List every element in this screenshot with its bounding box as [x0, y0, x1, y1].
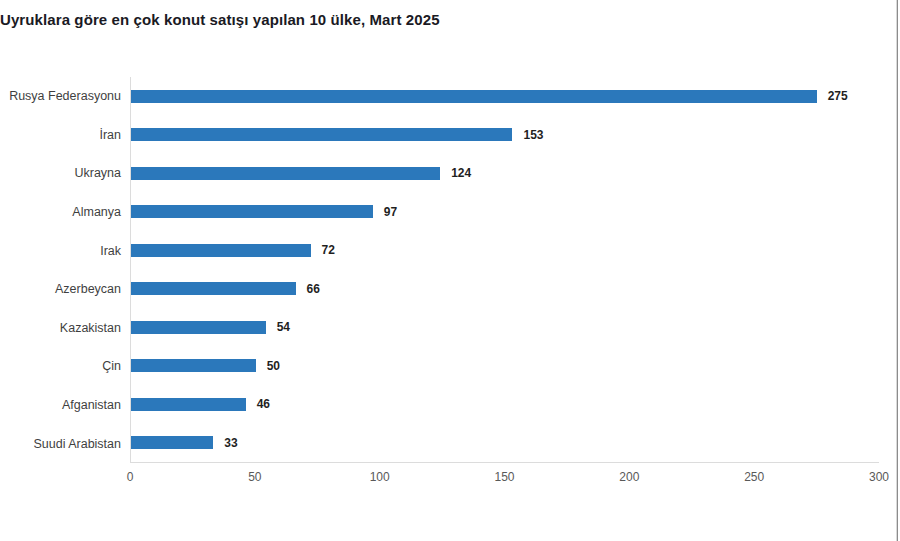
category-label: Azerbeycan: [0, 270, 121, 309]
category-label: Suudi Arabistan: [0, 424, 121, 463]
bar-value-label: 153: [523, 128, 543, 142]
category-label: Almanya: [0, 193, 121, 232]
bar: [131, 282, 296, 295]
bar: [131, 398, 246, 411]
bar: [131, 359, 256, 372]
bar-row: 33: [131, 424, 879, 463]
bar-value-label: 66: [307, 282, 320, 296]
bar: [131, 167, 440, 180]
category-label: Irak: [0, 231, 121, 270]
chart-title: Uyruklara göre en çok konut satışı yapıl…: [0, 11, 440, 28]
category-label: Afganistan: [0, 386, 121, 425]
x-axis-ticks: 050100150200250300: [130, 470, 879, 488]
bar-row: 124: [131, 154, 879, 193]
bar-row: 66: [131, 270, 879, 309]
x-tick-label: 0: [127, 470, 134, 484]
bar-row: 54: [131, 308, 879, 347]
x-tick-label: 200: [619, 470, 639, 484]
category-label: Kazakistan: [0, 309, 121, 348]
bar-row: 275: [131, 77, 879, 116]
bar-row: 46: [131, 385, 879, 424]
window-edge: [897, 0, 898, 541]
bar-value-label: 275: [828, 89, 848, 103]
category-label: İran: [0, 116, 121, 155]
x-tick-label: 250: [744, 470, 764, 484]
x-tick-label: 300: [869, 470, 889, 484]
bar: [131, 244, 311, 257]
bar-value-label: 54: [277, 320, 290, 334]
bar: [131, 205, 373, 218]
bar: [131, 90, 817, 103]
bar: [131, 128, 512, 141]
bar-value-label: 50: [267, 359, 280, 373]
bar-value-label: 46: [257, 397, 270, 411]
category-label: Ukrayna: [0, 154, 121, 193]
bar-row: 50: [131, 347, 879, 386]
x-tick-label: 100: [370, 470, 390, 484]
bar: [131, 436, 213, 449]
category-axis: Rusya FederasyonuİranUkraynaAlmanyaIrakA…: [0, 77, 121, 463]
x-tick-label: 50: [248, 470, 261, 484]
bar-row: 72: [131, 231, 879, 270]
chart-figure: Uyruklara göre en çok konut satışı yapıl…: [0, 0, 900, 541]
plot-area: 275 153 124 97 72 66 54 50 46 33: [130, 77, 879, 463]
bar-rows: 275 153 124 97 72 66 54 50 46 33: [131, 77, 879, 462]
bar-value-label: 33: [224, 436, 237, 450]
category-label: Çin: [0, 347, 121, 386]
x-tick-label: 150: [494, 470, 514, 484]
bar-row: 153: [131, 116, 879, 155]
bar-value-label: 72: [322, 243, 335, 257]
bar-value-label: 97: [384, 205, 397, 219]
category-label: Rusya Federasyonu: [0, 77, 121, 116]
bar-value-label: 124: [451, 166, 471, 180]
bar: [131, 321, 266, 334]
bar-row: 97: [131, 193, 879, 232]
